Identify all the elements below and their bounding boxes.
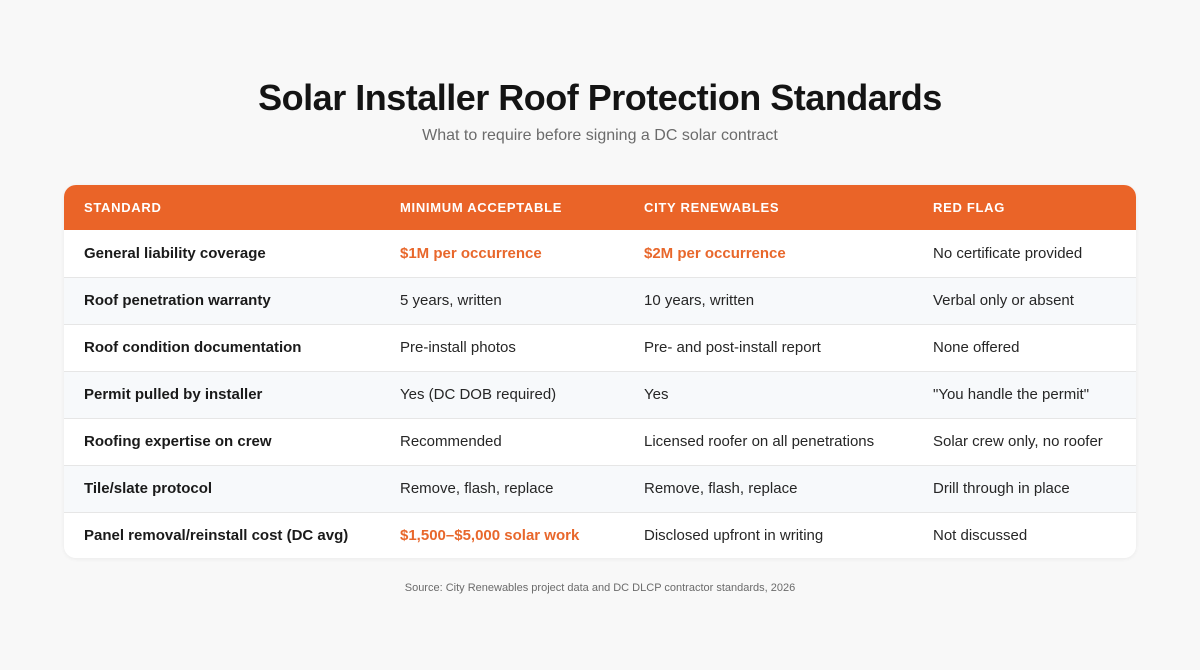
table-row: Permit pulled by installer Yes (DC DOB r… — [64, 371, 1136, 418]
standards-table: STANDARD MINIMUM ACCEPTABLE CITY RENEWAB… — [64, 185, 1136, 558]
cell-standard: Roof condition documentation — [84, 339, 302, 356]
cell-minimum-acceptable: 5 years, written — [400, 292, 502, 309]
column-header-minimum-acceptable: MINIMUM ACCEPTABLE — [400, 200, 563, 215]
column-header-standard: STANDARD — [84, 200, 162, 215]
page-subtitle: What to require before signing a DC sola… — [422, 127, 778, 144]
column-header-city-renewables: CITY RENEWABLES — [644, 200, 780, 215]
cell-minimum-acceptable: Pre-install photos — [400, 339, 516, 356]
table-header: STANDARD MINIMUM ACCEPTABLE CITY RENEWAB… — [64, 185, 1136, 230]
cell-minimum-acceptable: Yes (DC DOB required) — [400, 386, 557, 403]
cell-city-renewables: Remove, flash, replace — [644, 480, 798, 497]
cell-red-flag: Verbal only or absent — [933, 292, 1074, 309]
table-row: Roofing expertise on crew Recommended Li… — [64, 418, 1136, 465]
cell-standard: Roofing expertise on crew — [84, 433, 272, 450]
cell-red-flag: Solar crew only, no roofer — [933, 433, 1103, 450]
cell-red-flag: Not discussed — [933, 527, 1028, 545]
cell-red-flag: No certificate provided — [933, 244, 1083, 262]
cell-standard: Tile/slate protocol — [84, 480, 213, 497]
cell-standard: Roof penetration warranty — [84, 292, 271, 309]
column-header-red-flag: RED FLAG — [933, 200, 1006, 215]
table-body: General liability coverage $1M per occur… — [64, 230, 1136, 558]
table-header-row: STANDARD MINIMUM ACCEPTABLE CITY RENEWAB… — [64, 185, 1136, 230]
source-note: Source: City Renewables project data and… — [404, 582, 796, 594]
cell-city-renewables: Licensed roofer on all penetrations — [644, 433, 875, 450]
page-title: Solar Installer Roof Protection Standard… — [258, 77, 942, 118]
cell-standard: General liability coverage — [84, 244, 266, 262]
cell-minimum-acceptable: Remove, flash, replace — [400, 480, 554, 497]
cell-city-renewables: $2M per occurrence — [644, 244, 786, 262]
cell-minimum-acceptable: $1M per occurrence — [400, 244, 542, 262]
cell-minimum-acceptable: Recommended — [400, 433, 502, 450]
table-row: General liability coverage $1M per occur… — [64, 230, 1136, 277]
cell-standard: Panel removal/reinstall cost (DC avg) — [84, 527, 349, 545]
cell-city-renewables: Yes — [644, 386, 669, 403]
table-row: Roof penetration warranty 5 years, writt… — [64, 277, 1136, 324]
cell-standard: Permit pulled by installer — [84, 386, 263, 403]
cell-red-flag: Drill through in place — [933, 480, 1070, 497]
cell-minimum-acceptable: $1,500–$5,000 solar work — [400, 527, 580, 545]
cell-city-renewables: 10 years, written — [644, 292, 755, 309]
cell-city-renewables: Pre- and post-install report — [644, 339, 821, 356]
table-row: Panel removal/reinstall cost (DC avg) $1… — [64, 512, 1136, 558]
standards-table-card: STANDARD MINIMUM ACCEPTABLE CITY RENEWAB… — [64, 185, 1136, 558]
cell-red-flag: None offered — [933, 339, 1020, 356]
table-row: Roof condition documentation Pre-install… — [64, 324, 1136, 371]
cell-city-renewables: Disclosed upfront in writing — [644, 527, 824, 545]
table-row: Tile/slate protocol Remove, flash, repla… — [64, 465, 1136, 512]
cell-red-flag: "You handle the permit" — [933, 386, 1090, 403]
